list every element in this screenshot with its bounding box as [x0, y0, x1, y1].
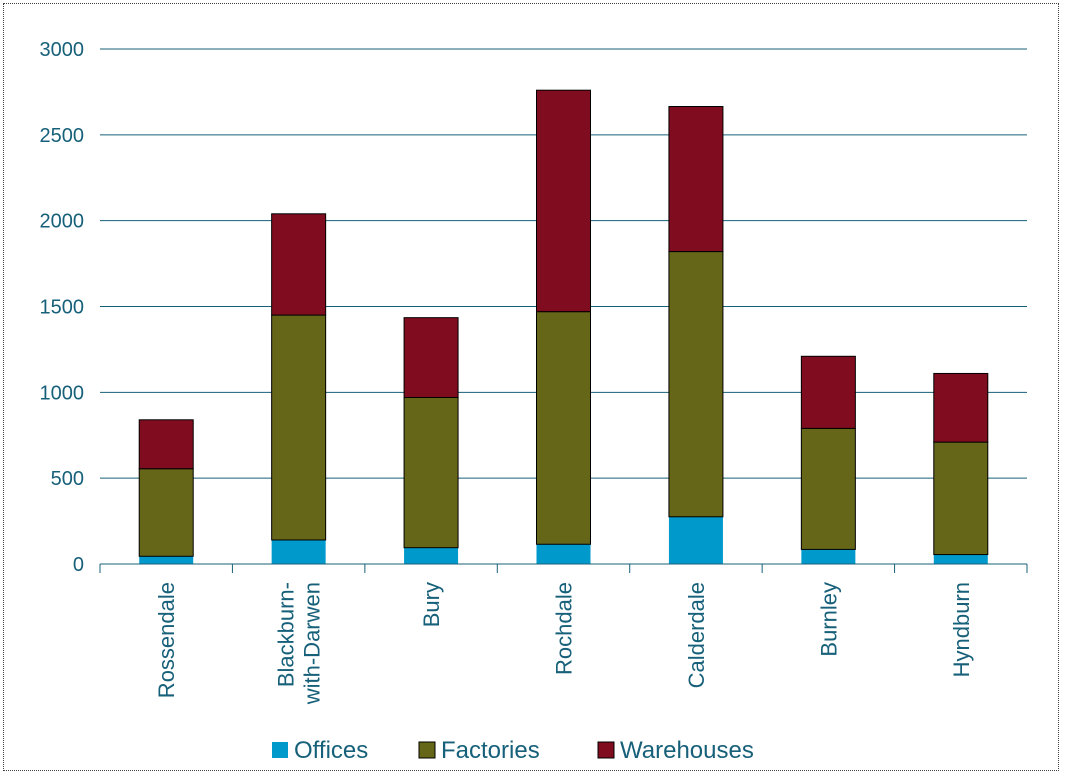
bar-offices-blackburn-with-darwen [271, 539, 326, 564]
x-category-label: with-Darwen [300, 582, 325, 705]
bar-warehouses-hyndburn [933, 372, 989, 443]
bar-factories-burnley [800, 427, 856, 550]
y-tick-label: 2500 [40, 125, 85, 147]
bar-offices-rossendale [139, 556, 194, 564]
bar-factories-hyndburn [933, 441, 989, 556]
gridlines [100, 48, 1027, 479]
legend-swatch-warehouses [597, 741, 615, 759]
chart-frame [3, 3, 1059, 771]
bars [138, 89, 989, 564]
bar-warehouses-rochdale [536, 89, 591, 313]
legend-swatch-offices [272, 742, 288, 758]
bar-factories-calderdale [668, 251, 724, 518]
bar-offices-bury [404, 547, 459, 564]
x-category-label: Blackburn- [274, 582, 299, 687]
x-category-label: Bury [419, 582, 444, 627]
x-category-label: Rossendale [154, 582, 179, 698]
y-tick-label: 0 [73, 554, 84, 576]
legend-label-warehouses: Warehouses [620, 737, 754, 764]
bar-offices-hyndburn [933, 554, 988, 564]
x-category-label: Rochdale [552, 582, 577, 675]
y-tick-label: 3000 [40, 39, 85, 61]
bar-factories-rossendale [138, 468, 194, 557]
bar-offices-burnley [801, 549, 856, 564]
x-axis [99, 563, 1028, 573]
x-axis-category-labels: Rossendale Blackburn-with-Darwen Bury Rochd… [154, 582, 974, 705]
bar-warehouses-blackburn-with-darwen [271, 213, 327, 316]
y-tick-label: 1500 [40, 297, 85, 319]
legend-swatch-factories [418, 741, 436, 759]
y-tick-label: 1000 [40, 382, 85, 404]
legend-label-offices: Offices [294, 737, 368, 764]
legend-label-factories: Factories [441, 737, 540, 764]
bar-warehouses-burnley [800, 355, 856, 429]
x-category-label: Burnley [816, 582, 841, 657]
bar-offices-rochdale [536, 544, 591, 564]
bar-warehouses-bury [403, 317, 459, 398]
bar-offices-calderdale [668, 516, 723, 564]
y-tick-label: 2000 [40, 211, 85, 233]
bar-factories-rochdale [536, 311, 591, 545]
bar-factories-bury [403, 396, 459, 549]
x-category-label: Hyndburn [949, 582, 974, 677]
legend: Offices Factories Warehouses [272, 737, 754, 764]
y-tick-label: 500 [51, 468, 84, 490]
x-category-label: Calderdale [684, 582, 709, 688]
bar-factories-blackburn-with-darwen [271, 314, 327, 541]
bar-warehouses-calderdale [668, 106, 724, 253]
y-axis-tick-labels: 0 500 1000 1500 2000 2500 3000 [40, 39, 85, 576]
bar-warehouses-rossendale [138, 419, 194, 470]
